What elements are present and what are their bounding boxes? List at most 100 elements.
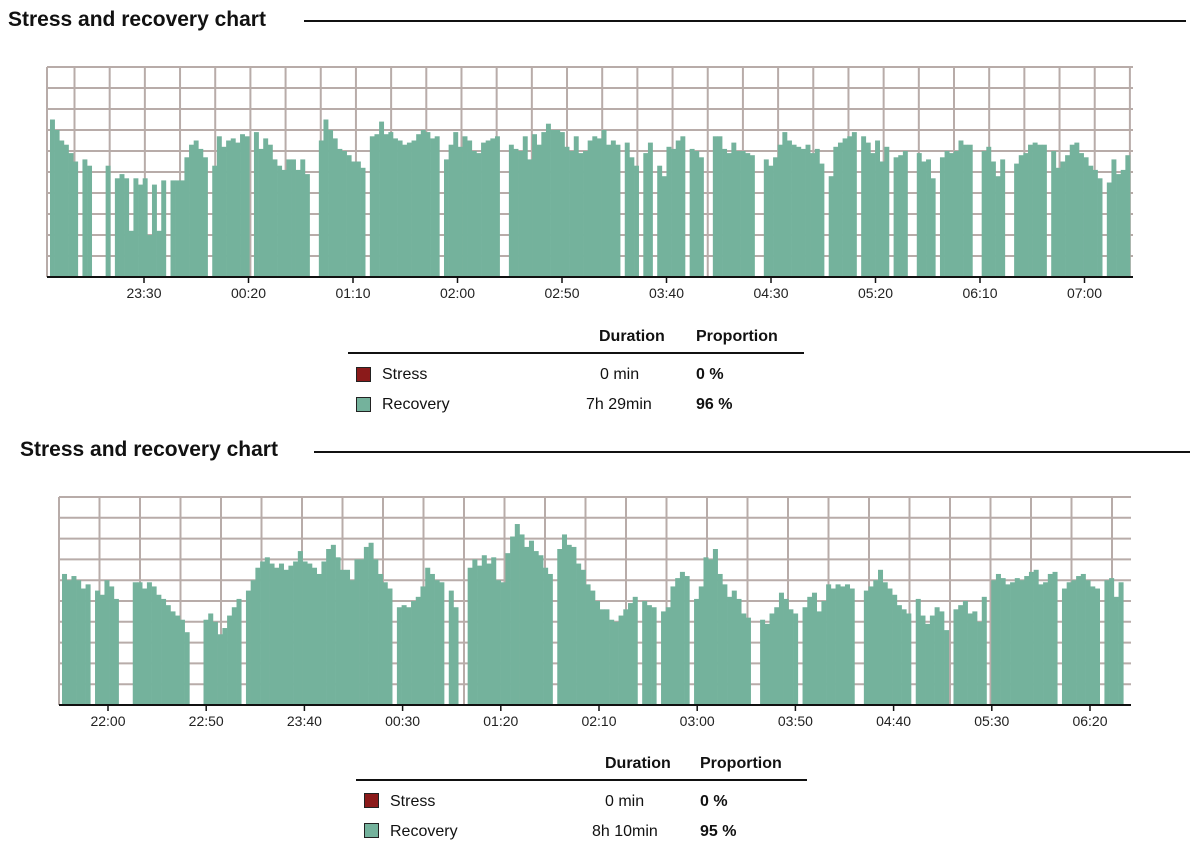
recovery-bar [286,159,292,277]
recovery-bar [878,569,884,705]
stress-recovery-chart-2: 22:00 22:50 23:40 00:30 01:20 02:10 03:00 03:50… [58,496,1131,729]
recovery-bar [623,609,629,705]
recovery-bar [967,144,973,277]
recovery-bar [411,601,417,705]
recovery-bar [264,557,270,705]
recovery-bar [717,573,723,705]
recovery-bar [642,601,648,705]
recovery-bar [778,592,784,705]
recovery-bar [491,557,497,705]
recovery-bar [133,178,139,277]
recovery-bar [369,136,375,277]
recovery-bar [462,136,468,277]
recovery-bar [703,557,709,705]
recovery-bar [837,142,843,277]
recovery-bar [898,155,904,277]
recovery-label: Recovery [390,823,458,840]
recovery-bar [811,592,817,705]
recovery-bar [80,588,86,705]
recovery-bar [665,607,671,705]
recovery-bar [132,582,138,705]
stress-duration: 0 min [605,793,645,810]
recovery-bar [519,534,525,705]
recovery-bar [71,576,77,705]
recovery-bar [788,609,794,705]
recovery-bar [293,561,299,705]
recovery-bar [595,601,601,705]
recovery-bar [494,136,500,277]
recovery-bar [300,159,306,277]
recovery-bar [821,601,827,705]
recovery-bar [1071,580,1077,705]
proportion-header: Proportion [700,755,782,772]
recovery-bar [382,582,388,705]
recovery-bar [561,534,567,705]
recovery-bar [873,580,879,705]
recovery-bar [203,619,209,705]
recovery-bar [610,140,616,277]
recovery-bar [425,132,431,277]
recovery-bar [555,130,561,277]
recovery-bar [536,144,542,277]
recovery-bar [202,157,208,277]
recovery-bar [379,121,385,277]
recovery-bar [527,159,533,277]
recovery-bar [777,144,783,277]
recovery-bar [875,140,880,277]
recovery-bar [477,565,483,705]
header-rule [348,352,804,354]
recovery-bar [351,161,357,277]
recovery-bar [467,567,473,705]
recovery-bar [420,586,426,705]
recovery-bar [76,580,82,705]
recovery-bar [236,598,242,705]
stress-label: Stress [382,366,428,383]
recovery-bar [1032,142,1038,277]
recovery-bar [1069,144,1075,277]
recovery-bar [879,161,885,277]
recovery-bar [870,153,876,277]
recovery-bar [393,138,398,277]
recovery-bar [651,607,657,705]
recovery-bar [184,157,190,277]
recovery-bar [571,546,577,705]
recovery-bar [453,607,459,705]
x-tick-label: 23:30 [126,285,161,301]
recovery-bar [727,596,733,705]
recovery-bar [963,144,969,277]
recovery-bar [355,161,361,277]
recovery-bar [490,138,496,277]
recovery-bar [609,619,615,705]
recovery-bar [868,586,874,705]
header-rule [356,779,807,781]
recovery-bar [628,603,634,705]
recovery-bar [995,573,1001,705]
recovery-bar [104,580,110,705]
recovery-bar [226,140,232,277]
recovery-bar [1033,569,1039,705]
duration-header: Duration [599,328,665,345]
recovery-bar [359,559,365,705]
recovery-bar [99,594,105,705]
recovery-bar [235,142,241,277]
recovery-bar [722,148,728,277]
recovery-bar [1065,155,1071,277]
recovery-bar [541,132,547,277]
recovery-bar [443,159,449,277]
x-tick-label: 02:00 [440,285,475,301]
recovery-bar [995,176,1001,277]
recovery-bar [840,586,846,705]
recovery-bar [545,123,551,277]
x-tick-label: 03:00 [680,713,715,729]
recovery-bar [425,567,431,705]
recovery-bar [939,611,945,705]
recovery-bar [745,617,751,705]
recovery-bar [646,605,652,705]
recovery-bar [66,580,72,705]
recovery-bar [583,151,588,277]
recovery-bar [373,559,379,705]
recovery-bar [1043,582,1049,705]
recovery-bar [1125,155,1131,277]
recovery-bar [193,140,199,277]
